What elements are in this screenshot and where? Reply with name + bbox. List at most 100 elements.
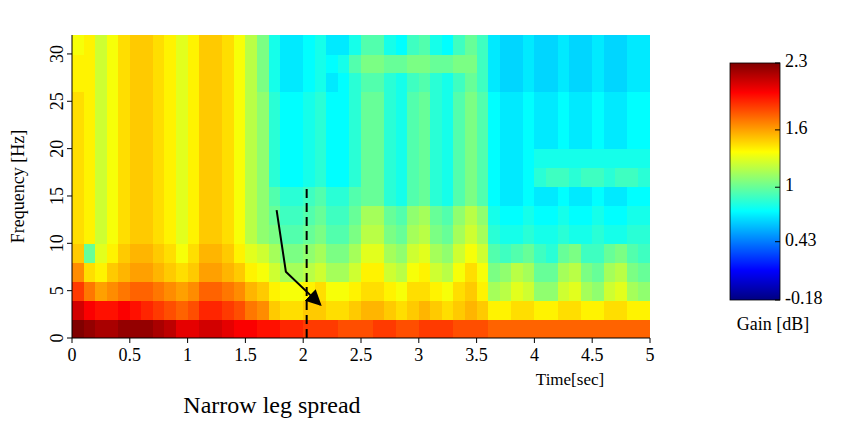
heat-cell bbox=[303, 205, 315, 225]
heat-cell bbox=[72, 73, 84, 93]
heat-cell bbox=[407, 300, 419, 320]
y-tick-label: 15 bbox=[47, 187, 67, 205]
heat-cell bbox=[442, 54, 454, 74]
heat-cell bbox=[465, 281, 477, 301]
heat-cell bbox=[118, 168, 130, 188]
heat-cell bbox=[615, 149, 627, 169]
heat-cell bbox=[384, 54, 396, 74]
heat-cell bbox=[453, 262, 465, 282]
heat-cell bbox=[384, 111, 396, 131]
heat-cell bbox=[188, 92, 200, 112]
heat-cell bbox=[511, 205, 523, 225]
heat-cell bbox=[442, 130, 454, 150]
heat-cell bbox=[95, 168, 107, 188]
heat-cell bbox=[245, 54, 257, 74]
heat-cell bbox=[315, 73, 327, 93]
x-tick-label: 4 bbox=[530, 345, 539, 365]
heat-cell bbox=[269, 111, 281, 131]
heat-cell bbox=[488, 319, 500, 338]
heat-cell bbox=[222, 130, 234, 150]
heat-cell bbox=[303, 149, 315, 169]
heat-cell bbox=[361, 35, 373, 55]
heat-cell bbox=[199, 319, 211, 338]
heat-cell bbox=[84, 319, 96, 338]
heat-cell bbox=[581, 243, 593, 263]
heat-cell bbox=[453, 168, 465, 188]
heat-cell bbox=[546, 319, 558, 338]
heat-cell bbox=[581, 130, 593, 150]
heat-cell bbox=[141, 281, 153, 301]
heat-cell bbox=[430, 243, 442, 263]
heat-cell bbox=[176, 262, 188, 282]
heat-cell bbox=[164, 35, 176, 55]
heat-cell bbox=[419, 149, 431, 169]
heat-cell bbox=[130, 300, 142, 320]
heat-cell bbox=[176, 319, 188, 338]
heat-cell bbox=[153, 205, 165, 225]
heat-cell bbox=[141, 187, 153, 207]
heat-cell bbox=[569, 149, 581, 169]
heat-cell bbox=[581, 35, 593, 55]
heat-cell bbox=[164, 300, 176, 320]
heat-cell bbox=[615, 130, 627, 150]
heat-cell bbox=[407, 262, 419, 282]
heat-cell bbox=[384, 92, 396, 112]
x-tick bbox=[361, 338, 362, 343]
heat-cell bbox=[396, 319, 408, 338]
heat-cell bbox=[534, 205, 546, 225]
heat-cell bbox=[638, 54, 650, 74]
heat-cell bbox=[257, 224, 269, 244]
heat-cell bbox=[546, 149, 558, 169]
heat-cell bbox=[118, 54, 130, 74]
heat-cell bbox=[222, 187, 234, 207]
heat-cell bbox=[488, 205, 500, 225]
heat-cell bbox=[546, 92, 558, 112]
heat-cell bbox=[477, 92, 489, 112]
heat-cell bbox=[130, 224, 142, 244]
heat-cell bbox=[534, 187, 546, 207]
heat-cell bbox=[315, 243, 327, 263]
heat-cell bbox=[141, 73, 153, 93]
heat-cell bbox=[188, 187, 200, 207]
heat-cell bbox=[72, 300, 84, 320]
heat-cell bbox=[430, 168, 442, 188]
heat-cell bbox=[581, 281, 593, 301]
heat-cell bbox=[384, 35, 396, 55]
heat-cell bbox=[627, 205, 639, 225]
heat-cell bbox=[269, 281, 281, 301]
x-tick bbox=[245, 338, 246, 343]
heat-cell bbox=[84, 205, 96, 225]
heat-cell bbox=[118, 300, 130, 320]
heat-cell bbox=[84, 168, 96, 188]
heat-cell bbox=[373, 224, 385, 244]
heat-cell bbox=[257, 281, 269, 301]
heat-cell bbox=[581, 54, 593, 74]
heat-cell bbox=[222, 35, 234, 55]
heat-cell bbox=[465, 35, 477, 55]
heat-cell bbox=[234, 281, 246, 301]
heat-cell bbox=[604, 205, 616, 225]
heat-cell bbox=[396, 224, 408, 244]
heat-cell bbox=[222, 73, 234, 93]
heat-cell bbox=[72, 205, 84, 225]
heat-cell bbox=[615, 319, 627, 338]
heat-cell bbox=[326, 73, 338, 93]
heat-cell bbox=[269, 149, 281, 169]
heat-cell bbox=[315, 319, 327, 338]
heat-cell bbox=[326, 243, 338, 263]
heat-cell bbox=[280, 319, 292, 338]
heat-cell bbox=[523, 73, 535, 93]
heat-cell bbox=[384, 149, 396, 169]
heat-cell bbox=[638, 35, 650, 55]
heat-cell bbox=[222, 281, 234, 301]
heat-cell bbox=[523, 111, 535, 131]
heat-cell bbox=[453, 243, 465, 263]
heat-cell bbox=[153, 187, 165, 207]
heat-cell bbox=[338, 168, 350, 188]
heat-cell bbox=[292, 187, 304, 207]
heat-cell bbox=[95, 243, 107, 263]
heat-cell bbox=[465, 111, 477, 131]
heat-cell bbox=[72, 224, 84, 244]
heat-cell bbox=[234, 92, 246, 112]
heat-cell bbox=[361, 73, 373, 93]
